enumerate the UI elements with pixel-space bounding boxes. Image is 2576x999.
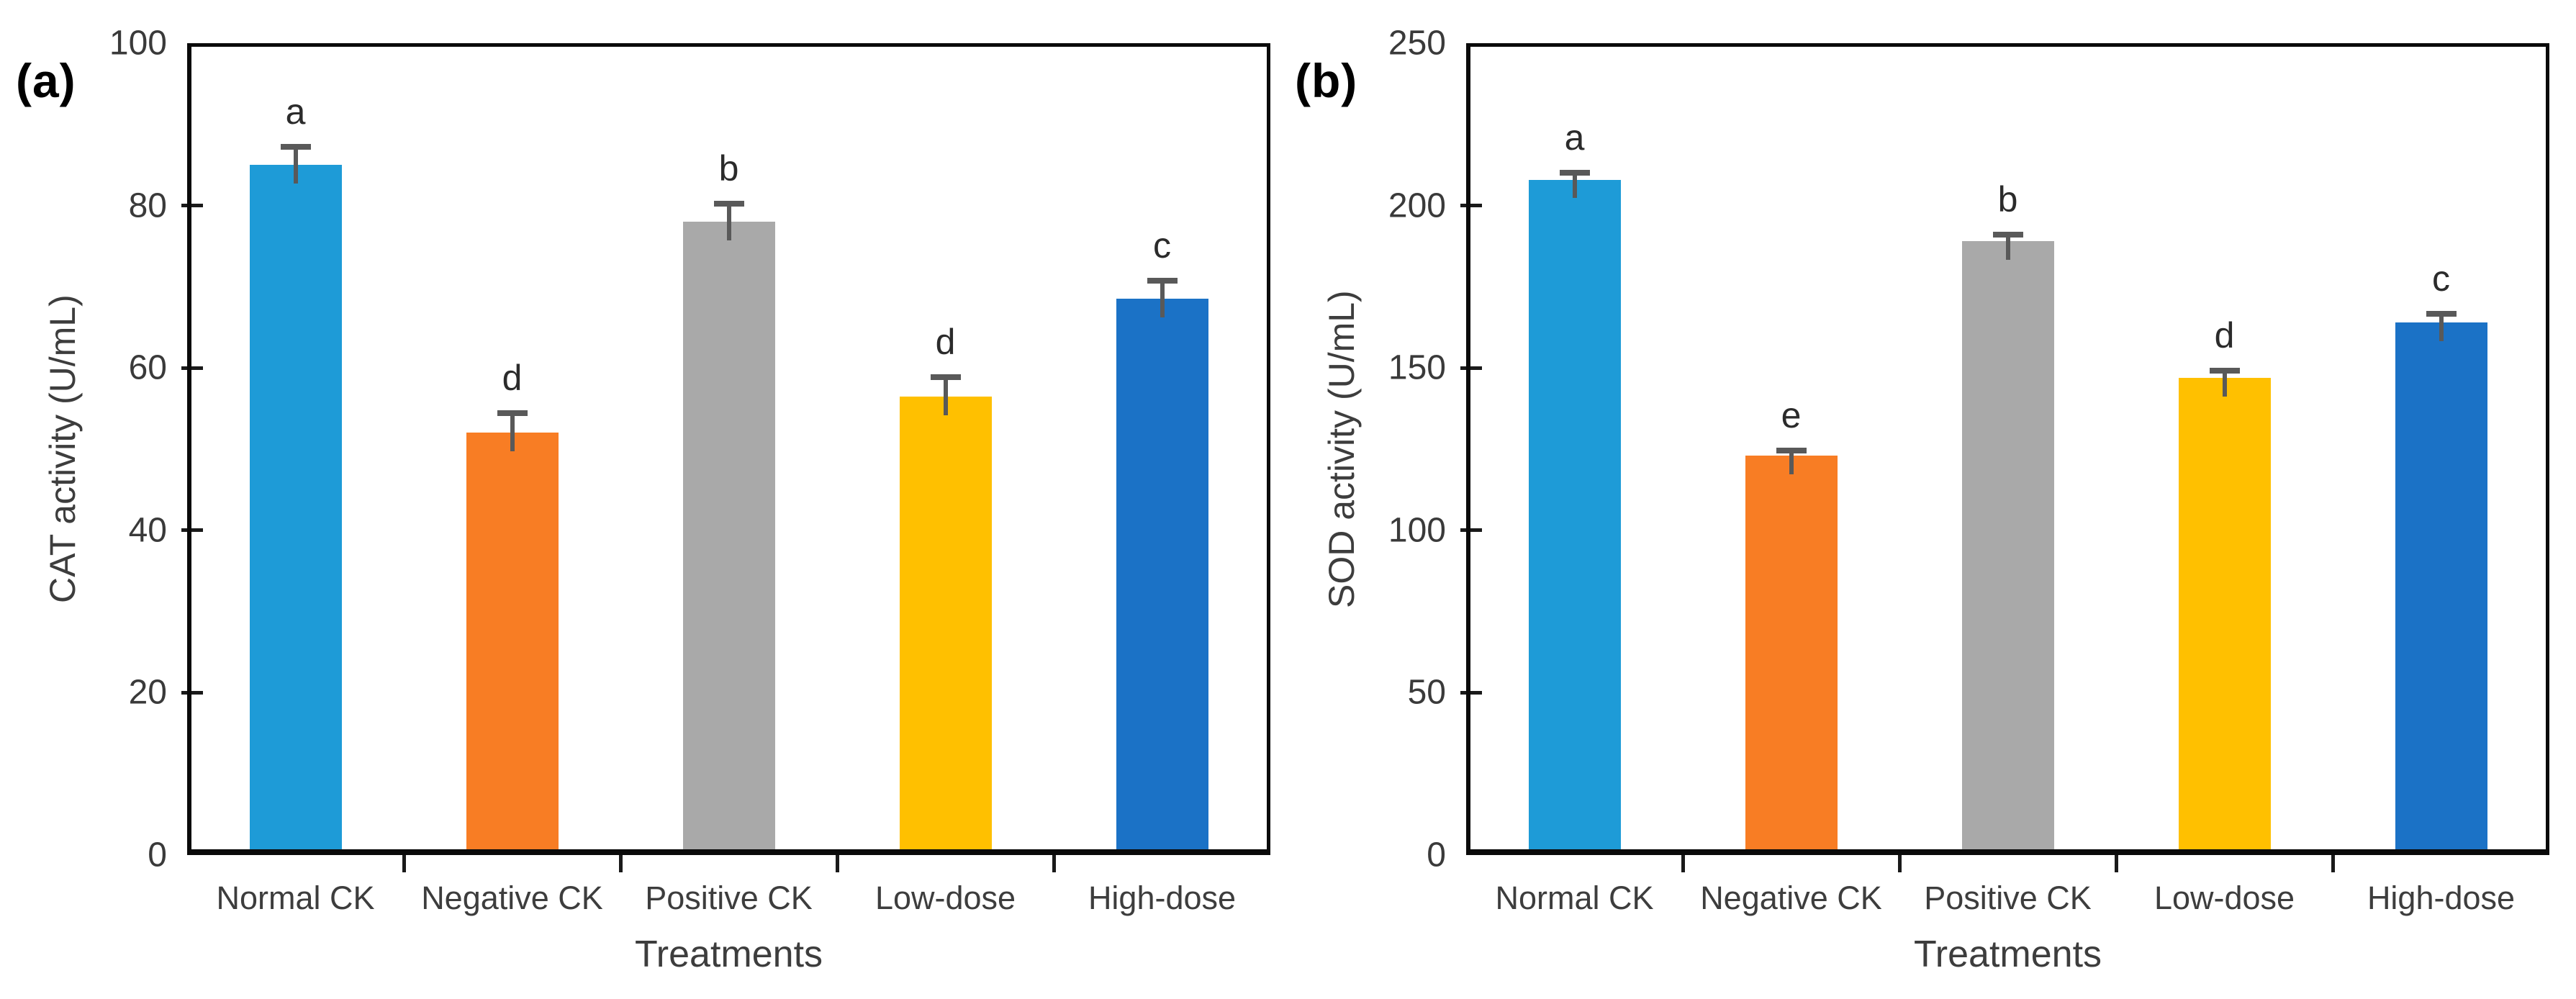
y-tick-mark <box>1460 204 1482 208</box>
error-cap-positive-ck <box>1992 231 2023 238</box>
bar-low-dose <box>899 396 992 855</box>
error-bar-high-dose <box>1160 277 1165 318</box>
plot-border-right <box>2546 43 2549 855</box>
error-cap-negative-ck <box>1776 447 1807 453</box>
bar-positive-ck <box>682 222 775 855</box>
x-axis-line <box>1466 849 2549 855</box>
error-bar-high-dose <box>2439 311 2444 342</box>
x-tick-mark <box>402 855 406 872</box>
x-tick-mark <box>618 855 623 872</box>
bar-negative-ck <box>466 433 559 855</box>
y-tick-mark <box>181 366 203 370</box>
sig-letter-normal-ck: a <box>1564 117 1585 158</box>
y-tick-label-40: 40 <box>128 511 167 550</box>
error-cap-low-dose <box>930 374 961 381</box>
panel-b-label: (b) <box>1295 54 1358 107</box>
plot-border-top <box>1466 43 2549 47</box>
error-bar-negative-ck <box>510 410 515 452</box>
y-tick-label-150: 150 <box>1388 348 1446 387</box>
error-cap-normal-ck <box>280 143 311 150</box>
y-axis-line <box>1466 43 1470 855</box>
error-cap-low-dose <box>2209 368 2240 374</box>
plot-border-right <box>1267 43 1270 855</box>
sig-letter-high-dose: c <box>1153 225 1171 266</box>
sig-letter-negative-ck: e <box>1781 394 1802 435</box>
x-tick-mark <box>835 855 839 872</box>
error-cap-normal-ck <box>1559 169 1590 176</box>
error-bar-positive-ck <box>726 200 731 241</box>
y-tick-label-250: 250 <box>1388 24 1446 63</box>
y-tick-mark <box>1460 690 1482 695</box>
x-tick-mark <box>1681 855 1685 872</box>
y-tick-label-50: 50 <box>1407 673 1446 712</box>
y-tick-label-80: 80 <box>128 186 167 225</box>
x-tick-label-low-dose: Low-dose <box>875 880 1016 916</box>
panel-b-plot-area: a Normal CK e Negative CK b Positive CK d Low-d… <box>1388 24 2549 916</box>
error-bar-normal-ck <box>1572 169 1577 199</box>
bar-high-dose <box>1116 299 1208 855</box>
error-bar-low-dose <box>943 374 948 415</box>
sig-letter-high-dose: c <box>2432 258 2450 299</box>
bar-positive-ck <box>1961 241 2054 855</box>
error-bar-normal-ck <box>293 143 298 184</box>
x-tick-label-negative-ck: Negative CK <box>421 880 603 916</box>
sig-letter-positive-ck: b <box>718 148 739 189</box>
y-tick-mark <box>181 204 203 208</box>
plot-border-top <box>187 43 1270 47</box>
x-tick-label-high-dose: High-dose <box>1088 880 1237 916</box>
error-bar-low-dose <box>2222 368 2227 397</box>
sig-letter-low-dose: d <box>2214 315 2235 356</box>
x-tick-label-positive-ck: Positive CK <box>645 880 813 916</box>
bar-low-dose <box>2178 377 2271 855</box>
panel-b: (b) SOD activity (U/mL) a Normal CK e Negat… <box>1295 24 2549 975</box>
y-tick-label-60: 60 <box>128 348 167 387</box>
x-tick-label-normal-ck: Normal CK <box>216 880 375 916</box>
sig-letter-low-dose: d <box>935 322 956 363</box>
panel-a-plot-area: a Normal CK d Negative CK b Positive CK d Low-d… <box>109 24 1270 916</box>
bar-negative-ck <box>1745 456 1838 855</box>
y-tick-label-0: 0 <box>1427 836 1446 874</box>
y-tick-label-0: 0 <box>148 836 167 874</box>
error-bar-positive-ck <box>2005 231 2010 261</box>
x-tick-mark <box>2331 855 2335 872</box>
panel-a: (a) CAT activity (U/mL) a Normal CK d Negat… <box>16 24 1270 975</box>
panel-b-x-axis-title: Treatments <box>1913 934 2102 975</box>
panel-a-x-axis-title: Treatments <box>634 934 823 975</box>
y-axis-line <box>187 43 191 855</box>
x-tick-label-positive-ck: Positive CK <box>1924 880 2092 916</box>
y-tick-mark <box>181 690 203 695</box>
error-bar-negative-ck <box>1789 447 1794 474</box>
x-tick-label-high-dose: High-dose <box>2367 880 2516 916</box>
bar-high-dose <box>2395 322 2487 855</box>
y-tick-mark <box>1460 528 1482 533</box>
error-cap-high-dose <box>2426 311 2457 317</box>
panel-a-label: (a) <box>16 54 76 107</box>
bar-normal-ck <box>1528 179 1621 855</box>
y-tick-mark <box>181 528 203 533</box>
bar-normal-ck <box>249 165 342 855</box>
y-tick-label-100: 100 <box>1388 511 1446 550</box>
panel-a-y-axis-title: CAT activity (U/mL) <box>42 294 83 604</box>
error-cap-negative-ck <box>497 410 528 416</box>
x-tick-label-normal-ck: Normal CK <box>1495 880 1654 916</box>
y-tick-label-20: 20 <box>128 673 167 712</box>
sig-letter-normal-ck: a <box>285 91 306 132</box>
y-tick-mark <box>1460 366 1482 370</box>
x-tick-mark <box>1897 855 1902 872</box>
error-cap-high-dose <box>1147 277 1178 284</box>
error-cap-positive-ck <box>713 200 744 207</box>
sig-letter-negative-ck: d <box>502 357 523 398</box>
y-tick-label-100: 100 <box>109 24 167 63</box>
y-tick-label-200: 200 <box>1388 186 1446 225</box>
x-tick-mark <box>1052 855 1056 872</box>
x-tick-mark <box>2114 855 2118 872</box>
x-axis-line <box>187 849 1270 855</box>
x-tick-label-negative-ck: Negative CK <box>1700 880 1882 916</box>
x-tick-label-low-dose: Low-dose <box>2154 880 2295 916</box>
panel-b-y-axis-title: SOD activity (U/mL) <box>1321 290 1362 608</box>
sig-letter-positive-ck: b <box>1997 178 2018 220</box>
